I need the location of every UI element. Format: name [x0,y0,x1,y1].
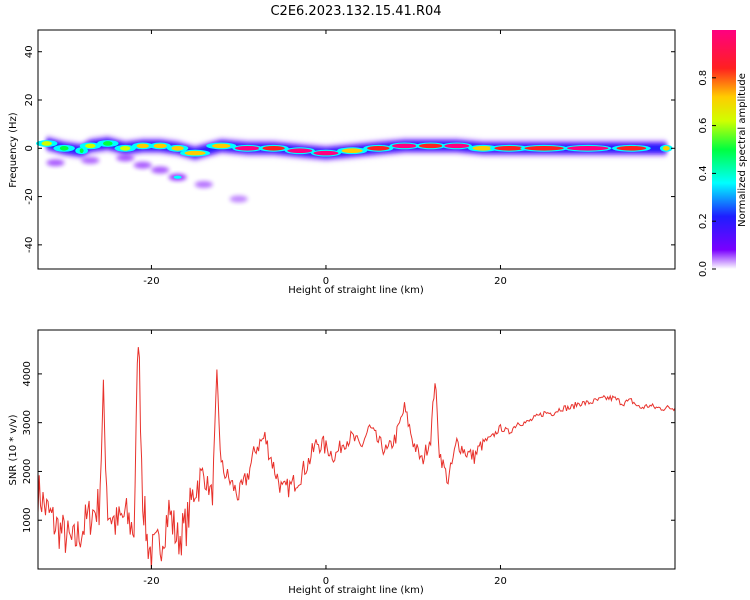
spectrogram-blob [194,181,213,189]
snr-ylabel: SNR (10 * v/v) [8,414,19,485]
spectrogram-ridge-core [616,145,647,151]
spectrogram-xtick-label: 0 [323,276,329,287]
snr-ytick-label: 2000 [22,459,33,484]
snr-xlabel: Height of straight line (km) [288,585,424,596]
spectrogram-ridge-core [85,143,96,149]
spectrogram-ridge-core [41,141,52,146]
snr-xtick-label: 0 [323,576,329,587]
snr-ticks: -20 0 20 1000 2000 3000 4000 [22,330,675,587]
spectrogram-marks [36,134,673,203]
spectrogram-ridge-core [287,148,313,154]
spectrogram-ridge-core [212,143,231,149]
spectrogram-ridge-core [153,143,167,149]
spectrogram-ridge-core [262,145,285,151]
spectrogram-ridge-core [662,145,670,151]
colorbar-label: Normalized spectral amplitude [737,73,748,227]
spectrogram-xtick-label: -20 [143,276,159,287]
spectrogram-blob [151,166,170,174]
snr-xtick-label: 20 [494,576,507,587]
colorbar: 0.0 0.2 0.4 0.6 0.8 Normalized spectral ampl… [698,30,748,277]
spectrogram-ridge-core [59,145,69,151]
snr-panel: -20 0 20 1000 2000 3000 4000 Height of straigh… [8,329,676,596]
spectrogram-xlabel: Height of straight line (km) [288,285,424,296]
snr-series-line [37,347,676,570]
snr-ytick-label: 1000 [22,507,33,532]
figure-title: C2E6.2023.132.15.41.R04 [270,4,441,19]
colorbar-ticks: 0.0 0.2 0.4 0.6 0.8 [698,70,716,277]
spectrogram-ridge-core [567,145,609,151]
spectrogram-ridge-core [418,143,443,149]
colorbar-tick-label: 0.6 [698,118,709,134]
colorbar-tick-label: 0.2 [698,213,709,229]
spectrogram-panel: -20 0 20 -40 -20 0 20 40 Height of straight lin… [8,29,676,296]
spectrogram-blob [133,161,152,169]
colorbar-tick-label: 0.4 [698,165,709,181]
spectrogram-ridge-core [103,141,113,146]
spectrogram-ridge-core [392,143,417,149]
spectrogram-ridge-core [171,145,184,151]
colorbar-tick-label: 0.0 [698,261,709,277]
colorbar-gradient [712,30,736,269]
spectrogram-ridge-core [524,145,564,151]
spectrogram-ytick-label: 0 [24,145,35,151]
spectrogram-blob [81,156,100,164]
snr-xtick-label: -20 [143,576,159,587]
spectrogram-ridge-core [184,150,206,156]
spectrogram-ridge-core [313,150,339,156]
snr-ytick-label: 4000 [22,361,33,386]
spectrogram-ytick-label: -20 [24,188,35,204]
spectrogram-xtick-label: 20 [494,276,507,287]
spectrogram-blob [46,159,65,167]
spectrogram-frame [37,29,676,270]
spectrogram-ridge-core [136,143,149,149]
spectrogram-ticks: -20 0 20 -40 -20 0 20 40 [24,30,675,287]
snr-ytick-label: 3000 [22,410,33,435]
spectrogram-ridge-core [494,145,525,151]
spectrogram-ridge-core [367,145,390,151]
spectrogram-ridge-core [79,148,84,154]
colorbar-tick-label: 0.8 [698,70,709,86]
spectrogram-ridge-core [234,145,260,151]
spectrogram-blob [229,195,248,203]
spectrogram-ridge-core [341,148,363,154]
spectrogram-ytick-label: 20 [24,94,35,107]
spectrogram-ridge-core [120,145,131,151]
spectrogram-ylabel: Frequency (Hz) [8,112,19,188]
spectrogram-ytick-label: 40 [24,45,35,58]
spectrogram-blob [116,154,135,162]
spectrogram-ridge-core [472,145,494,151]
spectrogram-ridge-core [444,143,470,149]
spectrogram-ytick-label: -40 [24,237,35,253]
spectrogram-blob-core [173,175,182,179]
snr-frame [37,329,676,570]
